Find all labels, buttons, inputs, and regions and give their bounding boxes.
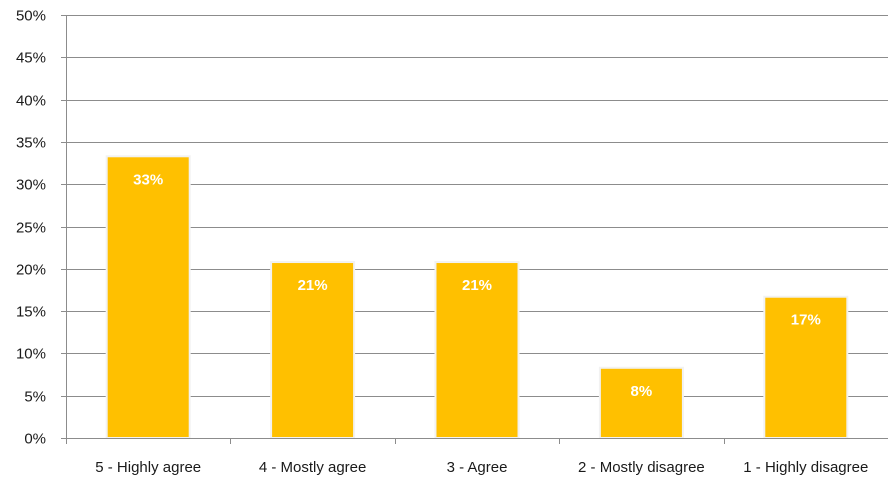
y-tick-label: 50%	[16, 8, 46, 25]
y-tick-label: 40%	[16, 93, 46, 110]
bar	[598, 366, 684, 440]
y-tick-label: 30%	[16, 177, 46, 194]
bar	[434, 261, 520, 440]
axes	[61, 15, 888, 444]
y-tick-label: 25%	[16, 220, 46, 237]
gridlines	[66, 15, 888, 397]
y-tick-label: 10%	[16, 346, 46, 363]
y-tick-label: 20%	[16, 262, 46, 279]
data-label: 33%	[133, 171, 163, 188]
bar	[105, 155, 191, 439]
x-tick-label: 1 - Highly disagree	[743, 459, 868, 476]
data-label: 21%	[298, 277, 328, 294]
bar	[270, 261, 356, 440]
data-label: 8%	[631, 383, 653, 400]
x-tick-label: 2 - Mostly disagree	[578, 459, 705, 476]
data-label: 17%	[791, 312, 821, 329]
x-tick-label: 3 - Agree	[447, 459, 508, 476]
y-tick-label: 15%	[16, 304, 46, 321]
y-tick-label: 45%	[16, 50, 46, 67]
x-tick-label: 4 - Mostly agree	[259, 459, 367, 476]
y-tick-label: 35%	[16, 135, 46, 152]
x-tick-label: 5 - Highly agree	[95, 459, 201, 476]
y-tick-label: 5%	[24, 389, 46, 406]
bars	[105, 155, 849, 440]
labels: 0% 5% 10% 15% 20% 25% 30% 35% 40% 45% 50% 33% 5 - Hi…	[16, 8, 868, 477]
y-tick-label: 0%	[24, 431, 46, 448]
data-label: 21%	[462, 277, 492, 294]
